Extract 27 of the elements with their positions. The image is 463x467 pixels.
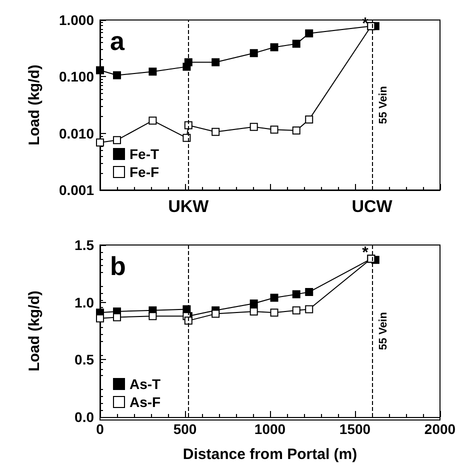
y-tick-label: 1.5 — [74, 237, 94, 253]
x-tick-label: 0 — [96, 421, 104, 437]
x-tick-label: 500 — [173, 421, 197, 437]
x-axis-title: Distance from Portal (m) — [182, 446, 358, 463]
y-axis-title: Load (kg/d) — [26, 64, 43, 146]
y-tick-label: 1.0 — [74, 294, 94, 310]
y-tick-label: 0.001 — [58, 182, 94, 198]
x-tick-label: 1500 — [339, 421, 371, 437]
annotation: UCW — [352, 197, 394, 216]
x-tick-label: 1000 — [254, 421, 286, 437]
x-tick-label: 2000 — [424, 421, 456, 437]
ref-line-label: 55 Vein — [378, 86, 390, 124]
legend-label: As-T — [130, 376, 162, 392]
legend-label: Fe-T — [130, 146, 160, 162]
annotation: * — [362, 244, 370, 262]
legend-label: As-F — [130, 394, 162, 410]
ref-line-label: 55 Vein — [378, 312, 390, 350]
y-tick-label: 0.010 — [58, 125, 94, 142]
y-axis-title: Load (kg/d) — [26, 290, 43, 372]
y-tick-label: 1.000 — [58, 12, 94, 28]
y-tick-label: 0.100 — [58, 68, 94, 85]
legend-label: Fe-F — [130, 164, 160, 180]
annotation: UKW — [168, 197, 210, 216]
annotation: b — [110, 251, 126, 281]
y-tick-label: 0.5 — [74, 352, 94, 368]
annotation: a — [110, 26, 125, 56]
y-tick-label: 0.0 — [74, 409, 94, 425]
